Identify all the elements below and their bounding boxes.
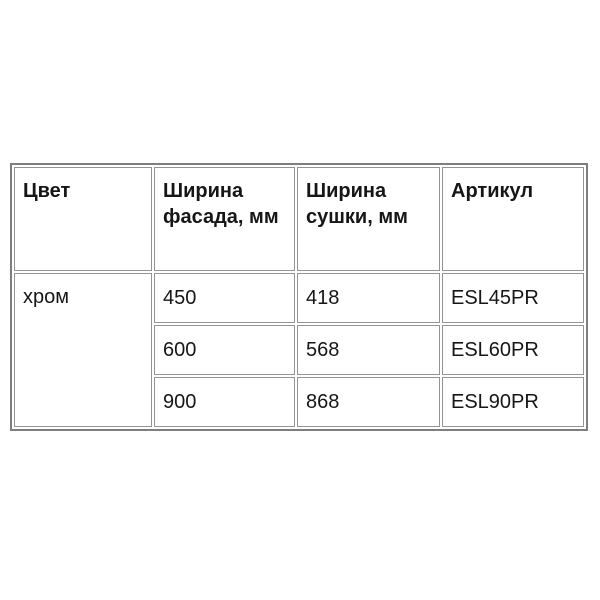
header-cell-color: Цвет: [14, 167, 152, 271]
product-spec-table: Цвет Ширина фасада, мм Ширина сушки, мм …: [10, 163, 588, 431]
drying-width-cell: 418: [297, 273, 440, 323]
header-cell-facade-width: Ширина фасада, мм: [154, 167, 295, 271]
color-value-cell: хром: [14, 273, 152, 427]
table-row: хром 450 418 ESL45PR: [14, 273, 584, 427]
table-row: 600 568 ESL60PR: [14, 325, 584, 375]
header-cell-drying-width: Ширина сушки, мм: [297, 167, 440, 271]
drying-width-cell: 868: [297, 377, 440, 427]
article-cell: ESL60PR: [442, 325, 584, 375]
spec-table: Цвет Ширина фасада, мм Ширина сушки, мм …: [10, 163, 588, 431]
drying-width-cell: 568: [297, 325, 440, 375]
header-row: Цвет Ширина фасада, мм Ширина сушки, мм …: [14, 167, 584, 271]
header-cell-article: Артикул: [442, 167, 584, 271]
facade-width-cell: 450: [154, 273, 295, 323]
facade-width-cell: 900: [154, 377, 295, 427]
table-row: 900 868 ESL90PR: [14, 377, 584, 427]
article-cell: ESL45PR: [442, 273, 584, 323]
facade-width-cell: 600: [154, 325, 295, 375]
article-cell: ESL90PR: [442, 377, 584, 427]
